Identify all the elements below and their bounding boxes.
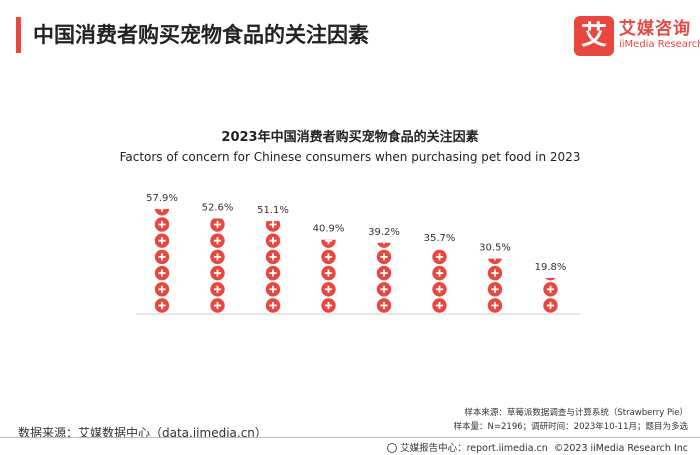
- bar-value-label: 51.1%: [257, 205, 289, 216]
- sample-info: 样本量：N=2196；调研时间：2023年10-11月；题目为多选: [453, 422, 688, 432]
- bar-icon: [488, 258, 502, 265]
- bar-value-label: 57.9%: [146, 193, 178, 204]
- bar-5: 39.2%: [368, 227, 400, 313]
- bar-3: 51.1%: [257, 205, 289, 313]
- bar-value-label: 30.5%: [479, 243, 511, 254]
- iimedia-logo-icon: 艾: [574, 16, 614, 56]
- sample-source: 样本来源：草莓派数据调查与计算系统（Strawberry Pie）: [464, 408, 688, 418]
- report-center-link[interactable]: 艾媒报告中心：report.iimedia.cn: [400, 443, 548, 454]
- page-title: 中国消费者购买宠物食品的关注因素: [33, 23, 369, 47]
- brand-name-en: iiMedia Research: [619, 39, 700, 50]
- bar-value-label: 19.8%: [535, 262, 567, 273]
- bar-icon: [545, 278, 556, 281]
- copyright-text: ©2023 iiMedia Research Inc: [553, 443, 688, 454]
- footer-bar: 艾媒报告中心：report.iimedia.cn ©2023 iiMedia R…: [387, 440, 688, 454]
- bar-value-label: 52.6%: [202, 202, 234, 213]
- bar-6: 35.7%: [424, 217, 456, 313]
- bar-value-label: 35.7%: [424, 233, 456, 244]
- bar-icon: [432, 217, 446, 231]
- chart-subtitle: Factors of concern for Chinese consumers…: [119, 150, 581, 164]
- bar-1: 57.9%: [146, 193, 178, 313]
- bar-icon: [154, 208, 170, 216]
- bar-4: 40.9%: [313, 224, 345, 313]
- bar-7: 30.5%: [479, 243, 511, 313]
- bar-icon: [377, 242, 391, 248]
- title-accent-bar: [16, 17, 21, 53]
- chart-title: 2023年中国消费者购买宠物食品的关注因素: [221, 130, 479, 145]
- bar-8: 19.8%: [535, 262, 567, 313]
- bar-value-label: 40.9%: [313, 224, 345, 235]
- footer-divider: [0, 437, 700, 438]
- report-center-icon: [387, 443, 398, 453]
- brand-logo-group: 艾 艾媒咨询 iiMedia Research: [574, 14, 700, 62]
- bar-value-label: 39.2%: [368, 227, 400, 238]
- bar-2: 52.6%: [202, 202, 234, 313]
- brand-name-cn: 艾媒咨询: [619, 19, 691, 39]
- data-source: 数据来源：艾媒数据中心（data.iimedia.cn）: [18, 426, 267, 440]
